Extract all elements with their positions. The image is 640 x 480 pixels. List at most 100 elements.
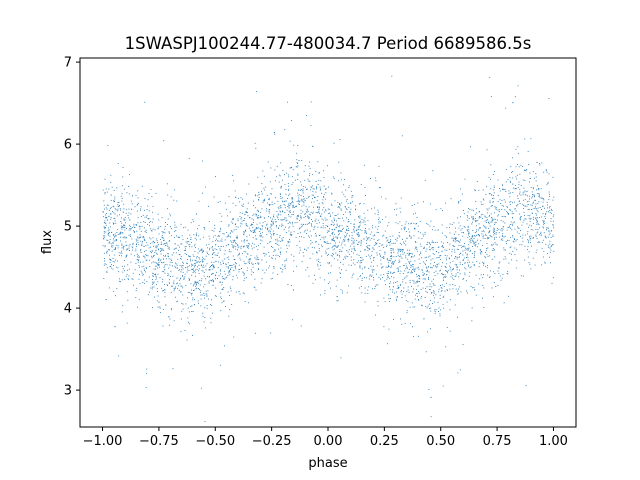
- data-point: [485, 193, 487, 195]
- data-point: [343, 193, 345, 195]
- data-point: [152, 283, 153, 285]
- data-point: [157, 264, 159, 266]
- data-point: [304, 229, 306, 231]
- data-point: [470, 146, 471, 148]
- data-point: [366, 233, 368, 234]
- data-point: [444, 290, 446, 292]
- data-point: [201, 264, 203, 266]
- data-point: [306, 209, 308, 211]
- data-point: [260, 211, 262, 213]
- data-point: [318, 172, 320, 174]
- data-point: [231, 266, 233, 268]
- data-point: [319, 186, 321, 188]
- data-point: [104, 245, 106, 247]
- data-point: [545, 237, 547, 239]
- data-point: [176, 235, 177, 237]
- data-point: [262, 170, 264, 172]
- data-point: [416, 292, 418, 294]
- data-point: [541, 209, 542, 210]
- data-point: [192, 259, 194, 261]
- data-point: [497, 179, 499, 181]
- data-point: [331, 220, 333, 222]
- data-point: [317, 212, 319, 214]
- data-point: [259, 243, 261, 245]
- data-point: [432, 247, 433, 249]
- data-point: [392, 286, 394, 288]
- data-point: [409, 282, 411, 284]
- data-point: [152, 273, 154, 275]
- data-point: [487, 222, 489, 224]
- data-point: [178, 249, 180, 251]
- data-point: [243, 260, 245, 262]
- data-point: [400, 318, 402, 320]
- data-point: [307, 223, 308, 225]
- data-point: [341, 229, 343, 230]
- data-point: [417, 225, 419, 227]
- data-point: [312, 220, 313, 222]
- data-point: [160, 259, 162, 261]
- data-point: [483, 262, 484, 264]
- data-point: [454, 276, 456, 277]
- data-point: [399, 242, 401, 244]
- data-point: [345, 189, 347, 191]
- data-point: [503, 189, 505, 191]
- data-point: [287, 101, 289, 103]
- data-point: [282, 219, 284, 221]
- data-point: [208, 282, 210, 284]
- data-point: [103, 238, 105, 240]
- data-point: [105, 216, 107, 218]
- data-point: [292, 213, 294, 215]
- data-point: [401, 225, 403, 227]
- data-point: [550, 208, 552, 210]
- data-point: [157, 267, 159, 269]
- data-point: [290, 216, 292, 218]
- data-point: [103, 264, 105, 266]
- data-point: [264, 272, 266, 274]
- data-point: [361, 277, 363, 279]
- data-point: [241, 204, 243, 206]
- data-point: [301, 189, 302, 191]
- data-point: [232, 202, 234, 204]
- data-point: [180, 278, 181, 280]
- data-point: [180, 223, 182, 225]
- data-point: [144, 216, 146, 218]
- data-point: [509, 225, 510, 227]
- data-point: [443, 276, 445, 278]
- data-point: [390, 258, 392, 260]
- data-point: [504, 249, 506, 251]
- data-point: [173, 252, 175, 254]
- data-point: [201, 266, 203, 268]
- data-point: [231, 230, 233, 232]
- data-point: [322, 209, 324, 211]
- data-point: [507, 270, 509, 272]
- data-point: [119, 214, 121, 216]
- data-point: [232, 255, 234, 257]
- data-point: [529, 195, 531, 197]
- data-point: [268, 216, 269, 218]
- data-point: [229, 211, 231, 213]
- data-point: [332, 246, 334, 247]
- data-point: [267, 243, 269, 245]
- data-point: [322, 219, 324, 221]
- data-point: [248, 227, 250, 229]
- data-point: [408, 253, 410, 255]
- data-point: [102, 211, 104, 213]
- data-point: [491, 219, 493, 221]
- data-point: [245, 229, 246, 231]
- data-point: [170, 291, 172, 293]
- data-point: [526, 223, 528, 225]
- data-point: [221, 289, 223, 290]
- data-point: [389, 286, 390, 288]
- data-point: [147, 199, 149, 201]
- data-point: [493, 229, 495, 231]
- data-point: [118, 252, 120, 254]
- data-point: [490, 221, 492, 223]
- data-point: [372, 247, 374, 249]
- data-point: [440, 287, 442, 289]
- data-point: [192, 264, 194, 266]
- data-point: [166, 244, 168, 246]
- data-point: [293, 231, 295, 233]
- data-point: [383, 297, 385, 299]
- data-point: [388, 276, 389, 278]
- data-point: [294, 206, 296, 208]
